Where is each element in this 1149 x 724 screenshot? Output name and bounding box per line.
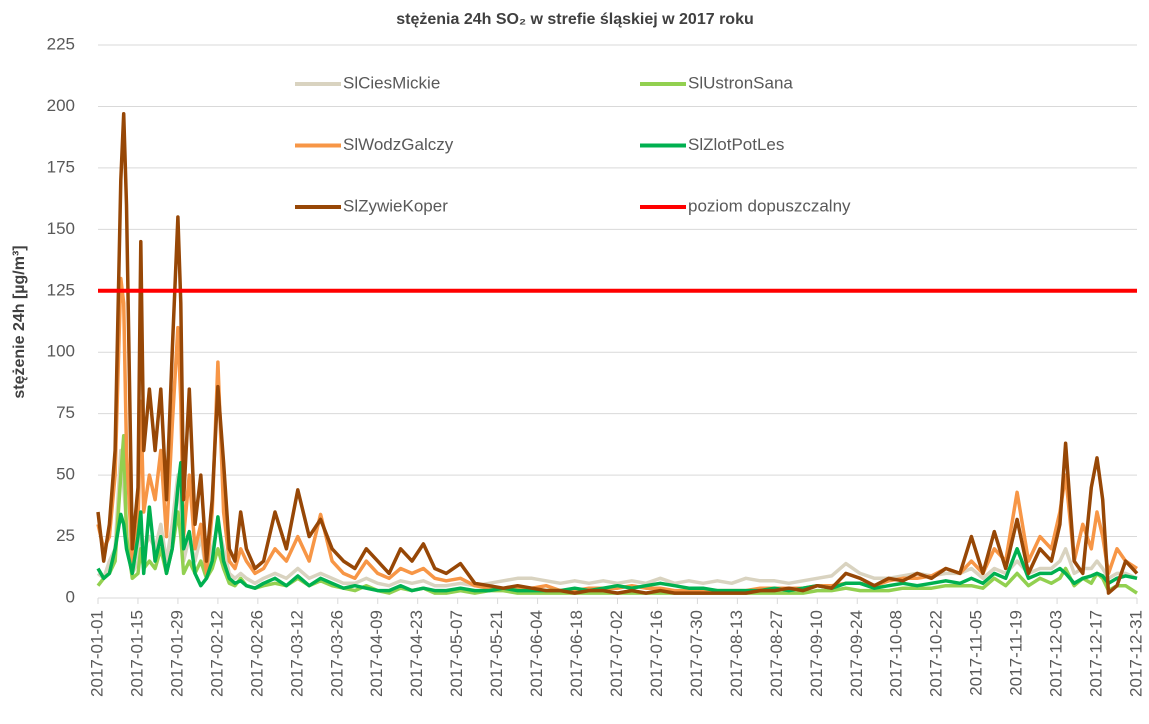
series-line [96, 112, 1139, 595]
x-tick-label: 2017-01-29 [167, 610, 186, 697]
y-tick-label: 200 [47, 96, 75, 115]
y-tick-label: 0 [66, 587, 75, 606]
legend-label: SlZlotPotLes [688, 135, 784, 154]
legend-label: poziom dopuszczalny [688, 196, 851, 215]
x-tick-label: 2017-06-04 [527, 610, 546, 697]
series-line [96, 276, 1138, 593]
x-tick-label: 2017-12-17 [1087, 610, 1106, 697]
x-tick-label: 2017-02-12 [207, 610, 226, 697]
x-tick-label: 2017-08-13 [727, 610, 746, 697]
x-tick-label: 2017-03-26 [327, 610, 346, 697]
y-tick-label: 25 [56, 526, 75, 545]
y-tick-label: 75 [56, 403, 75, 422]
x-tick-label: 2017-04-09 [367, 610, 386, 697]
x-tick-label: 2017-05-21 [487, 610, 506, 697]
y-tick-label: 100 [47, 342, 75, 361]
x-tick-label: 2017-07-16 [647, 610, 666, 697]
x-tick-label: 2017-01-15 [127, 610, 146, 697]
x-tick-label: 2017-12-03 [1047, 610, 1066, 697]
x-tick-label: 2017-07-02 [607, 610, 626, 697]
x-tick-label: 2017-06-18 [567, 610, 586, 697]
legend-label: SlUstronSana [688, 73, 793, 92]
x-tick-label: 2017-09-24 [847, 610, 866, 697]
x-tick-label: 2017-07-30 [687, 610, 706, 697]
y-tick-label: 125 [47, 280, 75, 299]
y-tick-label: 225 [47, 34, 75, 53]
x-tick-label: 2017-08-27 [767, 610, 786, 697]
x-tick-label: 2017-09-10 [807, 610, 826, 697]
series-line [96, 434, 1138, 595]
chart-title: stężenia 24h SO₂ w strefie śląskiej w 20… [396, 11, 754, 28]
x-tick-label: 2017-10-22 [927, 610, 946, 697]
y-tick-label: 50 [56, 465, 75, 484]
legend-label: SlZywieKoper [343, 196, 448, 215]
x-tick-label: 2017-11-05 [967, 610, 986, 696]
x-tick-label: 2017-04-23 [407, 610, 426, 697]
y-tick-label: 150 [47, 219, 75, 238]
x-tick-label: 2017-11-19 [1007, 610, 1026, 696]
x-tick-label: 2017-02-26 [247, 610, 266, 697]
y-tick-label: 175 [47, 157, 75, 176]
legend-label: SlWodzGalczy [343, 135, 454, 154]
x-tick-label: 2017-03-12 [287, 610, 306, 697]
x-tick-label: 2017-05-07 [447, 610, 466, 697]
x-tick-label: 2017-12-31 [1126, 610, 1145, 697]
legend-label: SlCiesMickie [343, 73, 440, 92]
y-axis-label: stężenie 24h [µg/m³] [11, 245, 28, 398]
x-tick-label: 2017-01-01 [87, 610, 106, 697]
x-tick-label: 2017-10-08 [887, 610, 906, 697]
